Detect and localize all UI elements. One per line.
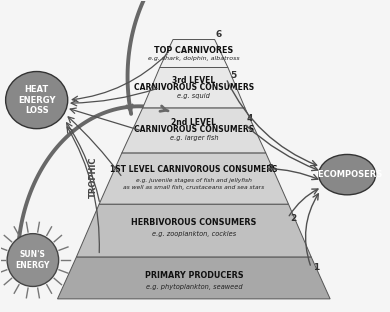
Text: SUN'S
ENERGY: SUN'S ENERGY	[16, 250, 50, 270]
Text: 1ST LEVEL CARNIVOROUS CONSUMERS: 1ST LEVEL CARNIVOROUS CONSUMERS	[110, 165, 278, 174]
Text: TOP CARNIVORES: TOP CARNIVORES	[154, 46, 234, 55]
Text: e.g. larger fish: e.g. larger fish	[170, 135, 218, 141]
Text: CARNIVOROUS CONSUMERS: CARNIVOROUS CONSUMERS	[134, 125, 254, 134]
Text: 1: 1	[313, 263, 319, 272]
Text: e.g. zooplankton, cockles: e.g. zooplankton, cockles	[152, 231, 236, 237]
Text: e.g. phytoplankton, seaweed: e.g. phytoplankton, seaweed	[145, 284, 242, 290]
Text: PRIMARY PRODUCERS: PRIMARY PRODUCERS	[145, 271, 243, 280]
Ellipse shape	[319, 154, 376, 195]
Text: HEAT
ENERGY
LOSS: HEAT ENERGY LOSS	[18, 85, 55, 115]
Text: e.g. juvenile stages of fish and jellyfish: e.g. juvenile stages of fish and jellyfi…	[136, 178, 252, 183]
Polygon shape	[76, 204, 311, 257]
Text: 6: 6	[216, 30, 222, 39]
Text: 5: 5	[230, 71, 236, 80]
Ellipse shape	[5, 71, 68, 129]
Text: HERBIVOROUS CONSUMERS: HERBIVOROUS CONSUMERS	[131, 218, 257, 227]
Text: 2: 2	[291, 214, 297, 223]
Text: 3rd LEVEL: 3rd LEVEL	[172, 76, 215, 85]
Text: e.g. squid: e.g. squid	[177, 93, 210, 99]
Polygon shape	[143, 67, 245, 108]
Text: DECOMPOSERS: DECOMPOSERS	[312, 170, 383, 179]
Text: CARNIVOROUS CONSUMERS: CARNIVOROUS CONSUMERS	[134, 84, 254, 92]
Text: 3: 3	[268, 164, 274, 173]
Polygon shape	[122, 108, 266, 153]
Text: TROPHIC: TROPHIC	[89, 157, 98, 198]
Text: 2nd LEVEL: 2nd LEVEL	[171, 118, 216, 127]
Text: e.g. shark, dolphin, albatross: e.g. shark, dolphin, albatross	[148, 56, 239, 61]
Polygon shape	[57, 257, 330, 299]
Polygon shape	[99, 153, 289, 204]
Text: 4: 4	[246, 114, 252, 123]
Polygon shape	[160, 40, 228, 67]
Text: as well as small fish, crustaceans and sea stars: as well as small fish, crustaceans and s…	[123, 185, 264, 190]
Ellipse shape	[7, 234, 58, 286]
